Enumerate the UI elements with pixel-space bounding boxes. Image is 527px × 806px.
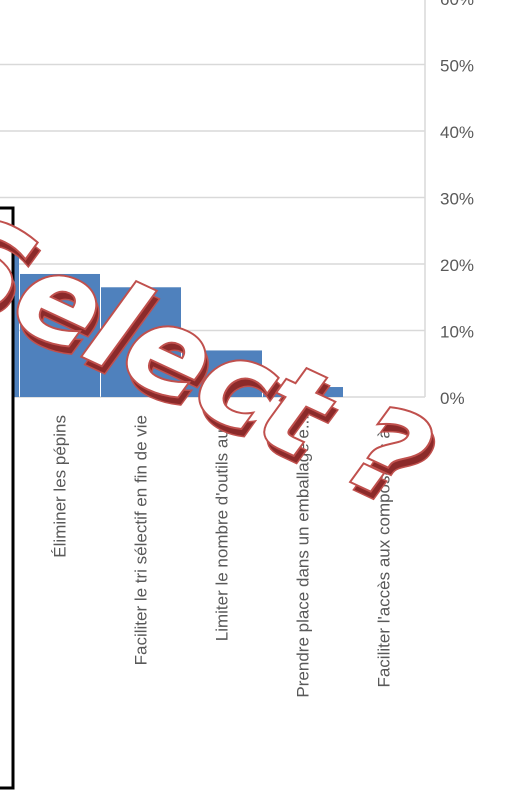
x-tick-label: Prendre place dans un emballage e...	[294, 415, 313, 698]
y-tick-label: 40%	[440, 123, 474, 142]
x-tick-label: Limiter le nombre d'outils au...	[213, 415, 232, 641]
y-axis-labels: 0% 10% 20% 30% 40% 50% 60%	[440, 0, 474, 408]
bar	[182, 350, 262, 397]
x-axis-labels: Éliminer les pépins Faciliter le tri séle…	[51, 415, 394, 698]
bar	[20, 273, 100, 397]
bar	[101, 287, 181, 397]
x-tick-label: Faciliter le tri sélectif en fin de vie	[132, 415, 151, 665]
y-tick-label: 50%	[440, 57, 474, 76]
y-tick-label: 0%	[440, 389, 465, 408]
bar	[263, 387, 343, 397]
x-tick-label: Faciliter l'accès aux composants à...	[375, 415, 394, 688]
y-tick-label: 10%	[440, 323, 474, 342]
x-tick-label: Éliminer les pépins	[51, 415, 70, 558]
y-tick-label: 20%	[440, 256, 474, 275]
bars	[0, 237, 343, 397]
y-tick-label: 60%	[440, 0, 474, 9]
overlay-frame	[0, 206, 15, 790]
y-tick-label: 30%	[440, 190, 474, 209]
